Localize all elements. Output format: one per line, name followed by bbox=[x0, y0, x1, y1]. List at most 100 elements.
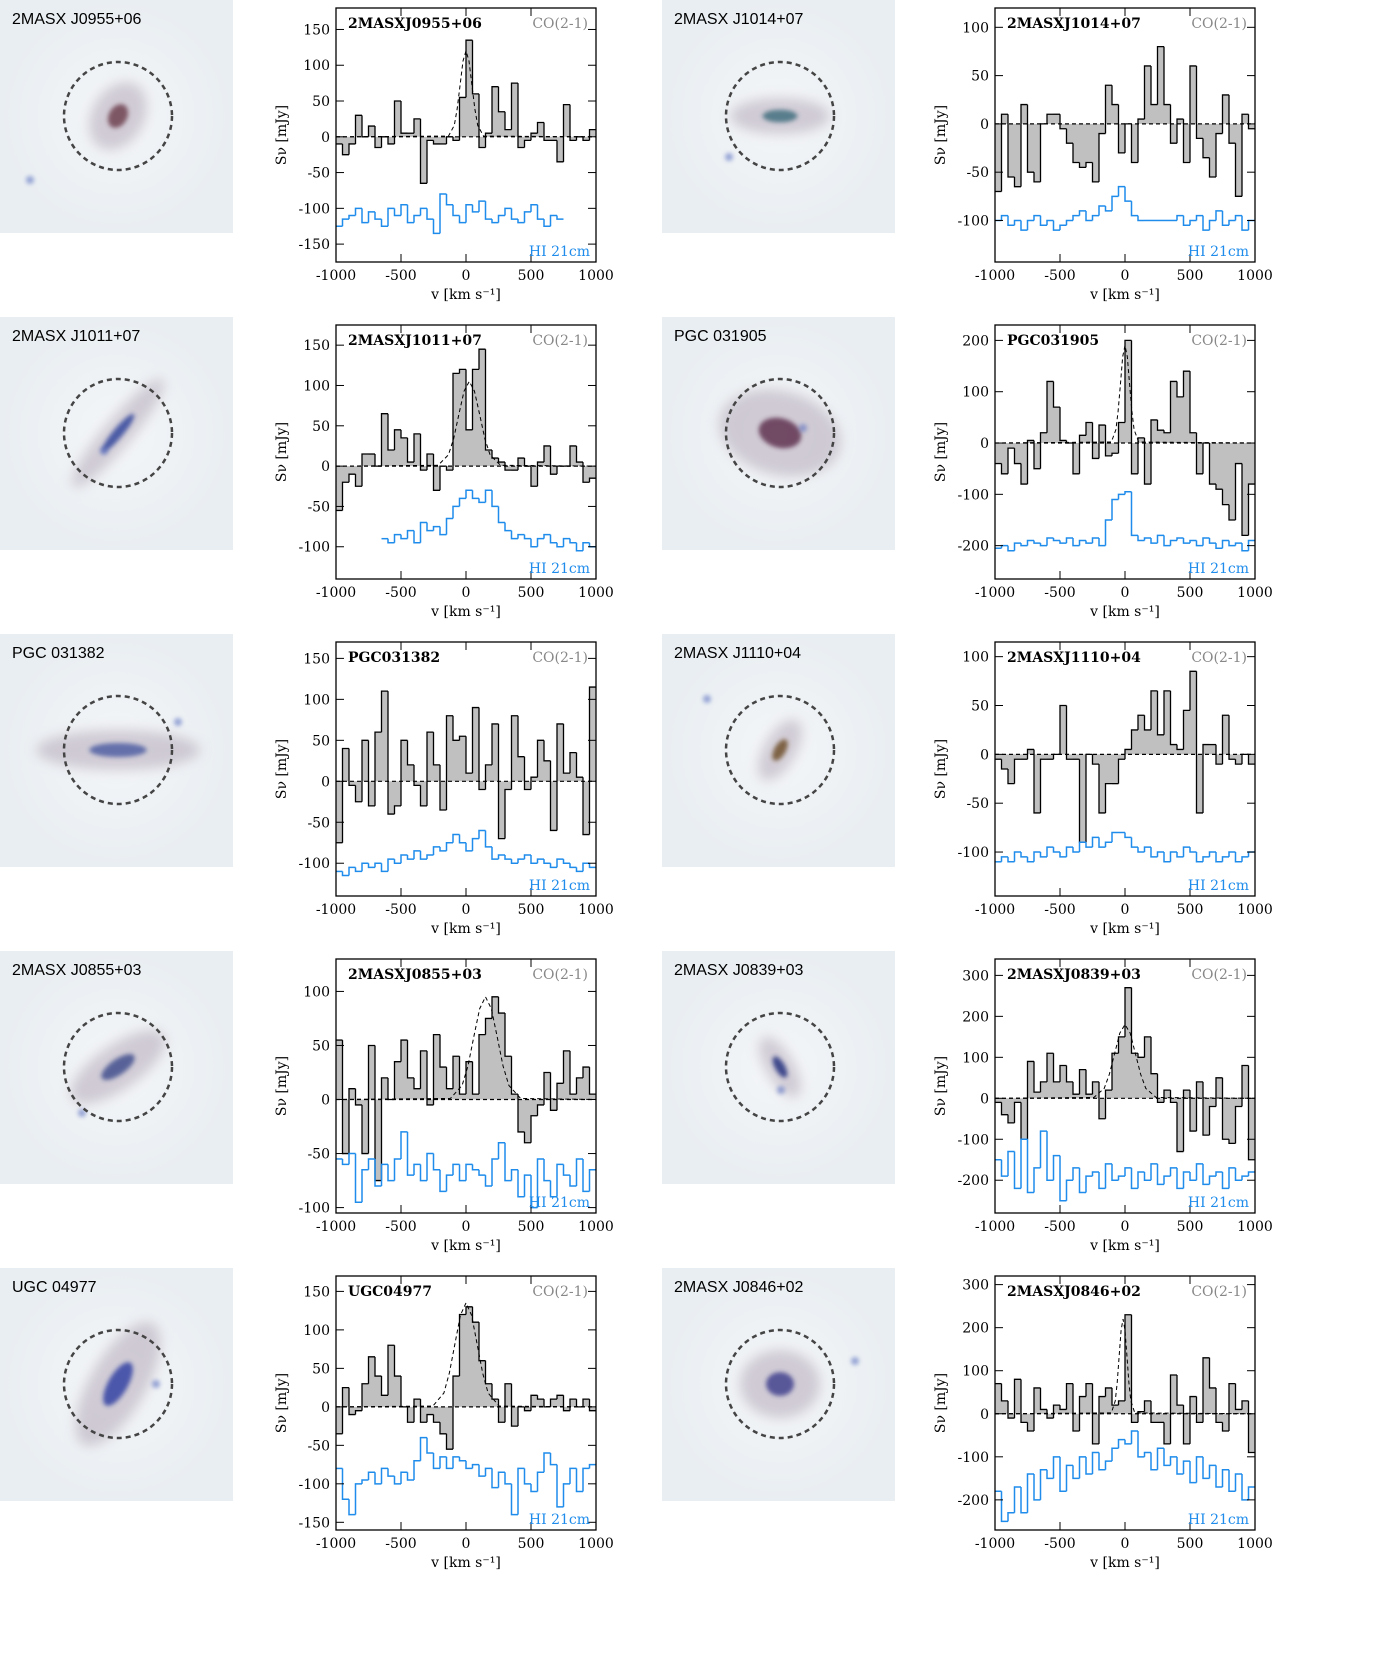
co-bar bbox=[1157, 430, 1164, 444]
co-bar bbox=[472, 1322, 479, 1407]
co-step bbox=[1098, 424, 1106, 459]
hi-step bbox=[549, 1453, 557, 1466]
hi-step bbox=[1234, 1473, 1242, 1492]
co-step bbox=[1085, 1069, 1093, 1095]
co-step bbox=[575, 752, 583, 778]
co-bar bbox=[1060, 123, 1067, 129]
co-step bbox=[445, 1433, 453, 1450]
co-bar bbox=[589, 687, 596, 782]
co-step bbox=[1163, 46, 1171, 106]
y-tick-label: 200 bbox=[962, 333, 989, 349]
hi-step bbox=[549, 863, 557, 869]
co-bar bbox=[1021, 104, 1028, 124]
co-bar bbox=[1190, 432, 1197, 444]
co-step bbox=[426, 1050, 434, 1106]
co-bar bbox=[1248, 754, 1255, 765]
co-bar bbox=[1099, 1098, 1106, 1119]
co-bar bbox=[1183, 710, 1190, 755]
co-step bbox=[582, 1066, 590, 1078]
y-tick-label: 50 bbox=[312, 419, 330, 435]
co-bar bbox=[1131, 1053, 1138, 1099]
co-step bbox=[1137, 118, 1145, 163]
hi-step bbox=[1000, 1159, 1008, 1177]
co-step bbox=[588, 1067, 596, 1095]
hi-step bbox=[439, 1169, 447, 1193]
hi-step bbox=[432, 1453, 440, 1470]
co-bar bbox=[505, 466, 512, 471]
co-step bbox=[1007, 447, 1015, 474]
x-tick-label: 0 bbox=[1121, 1536, 1130, 1552]
y-tick-label: -200 bbox=[958, 1173, 989, 1189]
hi-step bbox=[1130, 837, 1138, 848]
galaxy-image: 2MASX J0955+06 bbox=[0, 0, 233, 233]
hi-step bbox=[452, 1163, 460, 1176]
co-bar bbox=[1001, 443, 1008, 474]
hi-step bbox=[1013, 851, 1021, 862]
co-step bbox=[543, 445, 551, 463]
hi-step bbox=[413, 214, 421, 223]
co-step bbox=[1059, 1064, 1067, 1082]
co-step bbox=[536, 121, 544, 134]
hi-step bbox=[536, 858, 544, 864]
hi-step bbox=[484, 830, 492, 848]
co-bar bbox=[1183, 1413, 1190, 1444]
hi-step bbox=[1007, 545, 1015, 552]
x-tick-label: 1000 bbox=[578, 1536, 614, 1552]
hi-step bbox=[439, 1456, 447, 1469]
y-tick-label: 50 bbox=[971, 69, 989, 85]
co-bar bbox=[557, 723, 564, 782]
star bbox=[725, 153, 733, 161]
x-tick-label: 1000 bbox=[1237, 268, 1273, 284]
co-step bbox=[1091, 1383, 1099, 1445]
co-bar bbox=[401, 740, 408, 782]
hi-step bbox=[419, 1436, 427, 1461]
co-bar bbox=[518, 136, 525, 148]
co-step bbox=[1169, 380, 1177, 433]
hi-step bbox=[1221, 1468, 1229, 1487]
hi-step bbox=[1124, 491, 1132, 495]
co-bar bbox=[1125, 987, 1132, 1099]
hi-step bbox=[348, 1499, 356, 1516]
co-step bbox=[348, 473, 356, 483]
co-bar bbox=[1164, 1090, 1171, 1099]
co-step bbox=[354, 1410, 362, 1415]
y-tick-label: 200 bbox=[962, 1009, 989, 1025]
co-step bbox=[1169, 1374, 1177, 1444]
y-axis-label: Sν [mJy] bbox=[274, 739, 290, 799]
co-bar bbox=[995, 123, 1002, 192]
co-step bbox=[393, 1061, 401, 1100]
co-bar bbox=[1203, 1357, 1210, 1414]
hi-step bbox=[1046, 846, 1054, 857]
co-step bbox=[374, 731, 382, 806]
hi-step bbox=[1202, 856, 1210, 862]
co-bar bbox=[1001, 114, 1008, 124]
co-bar bbox=[550, 1399, 557, 1407]
co-step bbox=[1143, 65, 1151, 120]
co-bar bbox=[563, 1050, 570, 1100]
hi-step bbox=[549, 214, 557, 227]
co-bar bbox=[433, 1034, 440, 1100]
co-step bbox=[1020, 103, 1028, 187]
co-bar bbox=[388, 1345, 395, 1407]
co-bar bbox=[1034, 443, 1041, 469]
co-step bbox=[1169, 690, 1177, 746]
hi-step bbox=[406, 1472, 414, 1481]
co-step bbox=[556, 1082, 564, 1111]
legend-entry: HI 21cm bbox=[1188, 878, 1249, 894]
hi-step bbox=[439, 846, 447, 852]
co-bar bbox=[427, 454, 434, 467]
co-bar bbox=[453, 1376, 460, 1407]
co-step bbox=[582, 462, 590, 483]
x-tick-label: 500 bbox=[1177, 268, 1204, 284]
hi-step bbox=[1046, 1469, 1054, 1480]
co-step bbox=[1163, 430, 1171, 434]
co-bar bbox=[1209, 443, 1216, 485]
co-bar bbox=[1229, 1383, 1236, 1414]
co-bar bbox=[368, 1356, 375, 1407]
hi-step bbox=[1098, 1452, 1106, 1471]
co-step bbox=[562, 1050, 570, 1084]
x-axis-label: v [km s⁻¹] bbox=[430, 287, 501, 303]
co-bar bbox=[342, 1387, 349, 1407]
co-bar bbox=[1040, 1081, 1047, 1099]
co-step bbox=[341, 481, 349, 511]
